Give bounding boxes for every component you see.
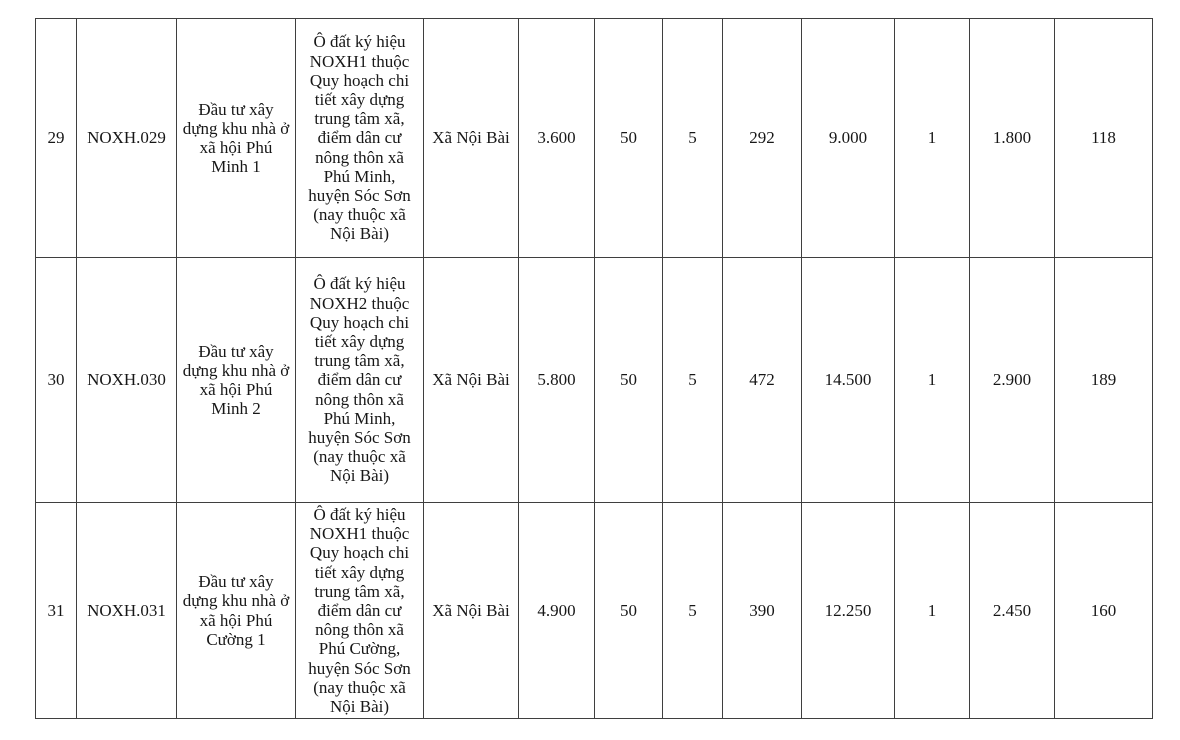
cell-project-name: Đầu tư xây dựng khu nhà ở xã hội Phú Min…	[176, 18, 296, 258]
cell-code: NOXH.031	[76, 501, 177, 720]
cell-value: 5	[662, 257, 723, 503]
cell-value: 1.800	[969, 18, 1055, 258]
cell-value: 5	[662, 18, 723, 258]
cell-commune: Xã Nội Bài	[423, 18, 519, 258]
cell-value: 1	[894, 501, 970, 720]
cell-value: 50	[594, 501, 663, 720]
table-row: 30 NOXH.030 Đầu tư xây dựng khu nhà ở xã…	[35, 257, 1153, 503]
cell-value: 189	[1054, 257, 1153, 503]
cell-value: 12.250	[801, 501, 895, 720]
cell-land-plot: Ô đất ký hiệu NOXH1 thuộc Quy hoạch chi …	[295, 501, 424, 720]
cell-stt: 31	[35, 501, 77, 720]
cell-project-name: Đầu tư xây dựng khu nhà ở xã hội Phú Cườ…	[176, 501, 296, 720]
cell-value: 5.800	[518, 257, 595, 503]
cell-value: 2.900	[969, 257, 1055, 503]
cell-land-plot: Ô đất ký hiệu NOXH1 thuộc Quy hoạch chi …	[295, 18, 424, 258]
cell-commune: Xã Nội Bài	[423, 501, 519, 720]
cell-value: 1	[894, 257, 970, 503]
cell-value: 14.500	[801, 257, 895, 503]
table-row: 31 NOXH.031 Đầu tư xây dựng khu nhà ở xã…	[35, 501, 1153, 720]
cell-value: 2.450	[969, 501, 1055, 720]
cell-value: 50	[594, 18, 663, 258]
cell-value: 3.600	[518, 18, 595, 258]
cell-stt: 30	[35, 257, 77, 503]
projects-table: 29 NOXH.029 Đầu tư xây dựng khu nhà ở xã…	[35, 18, 1153, 720]
cell-value: 472	[722, 257, 802, 503]
cell-value: 160	[1054, 501, 1153, 720]
cell-value: 50	[594, 257, 663, 503]
cell-code: NOXH.030	[76, 257, 177, 503]
cell-value: 5	[662, 501, 723, 720]
cell-project-name: Đầu tư xây dựng khu nhà ở xã hội Phú Min…	[176, 257, 296, 503]
cell-commune: Xã Nội Bài	[423, 257, 519, 503]
cell-value: 118	[1054, 18, 1153, 258]
cell-value: 390	[722, 501, 802, 720]
cell-code: NOXH.029	[76, 18, 177, 258]
cell-value: 1	[894, 18, 970, 258]
cell-stt: 29	[35, 18, 77, 258]
cell-value: 4.900	[518, 501, 595, 720]
cell-value: 9.000	[801, 18, 895, 258]
cell-land-plot: Ô đất ký hiệu NOXH2 thuộc Quy hoạch chi …	[295, 257, 424, 503]
table-row: 29 NOXH.029 Đầu tư xây dựng khu nhà ở xã…	[35, 18, 1153, 258]
cell-value: 292	[722, 18, 802, 258]
